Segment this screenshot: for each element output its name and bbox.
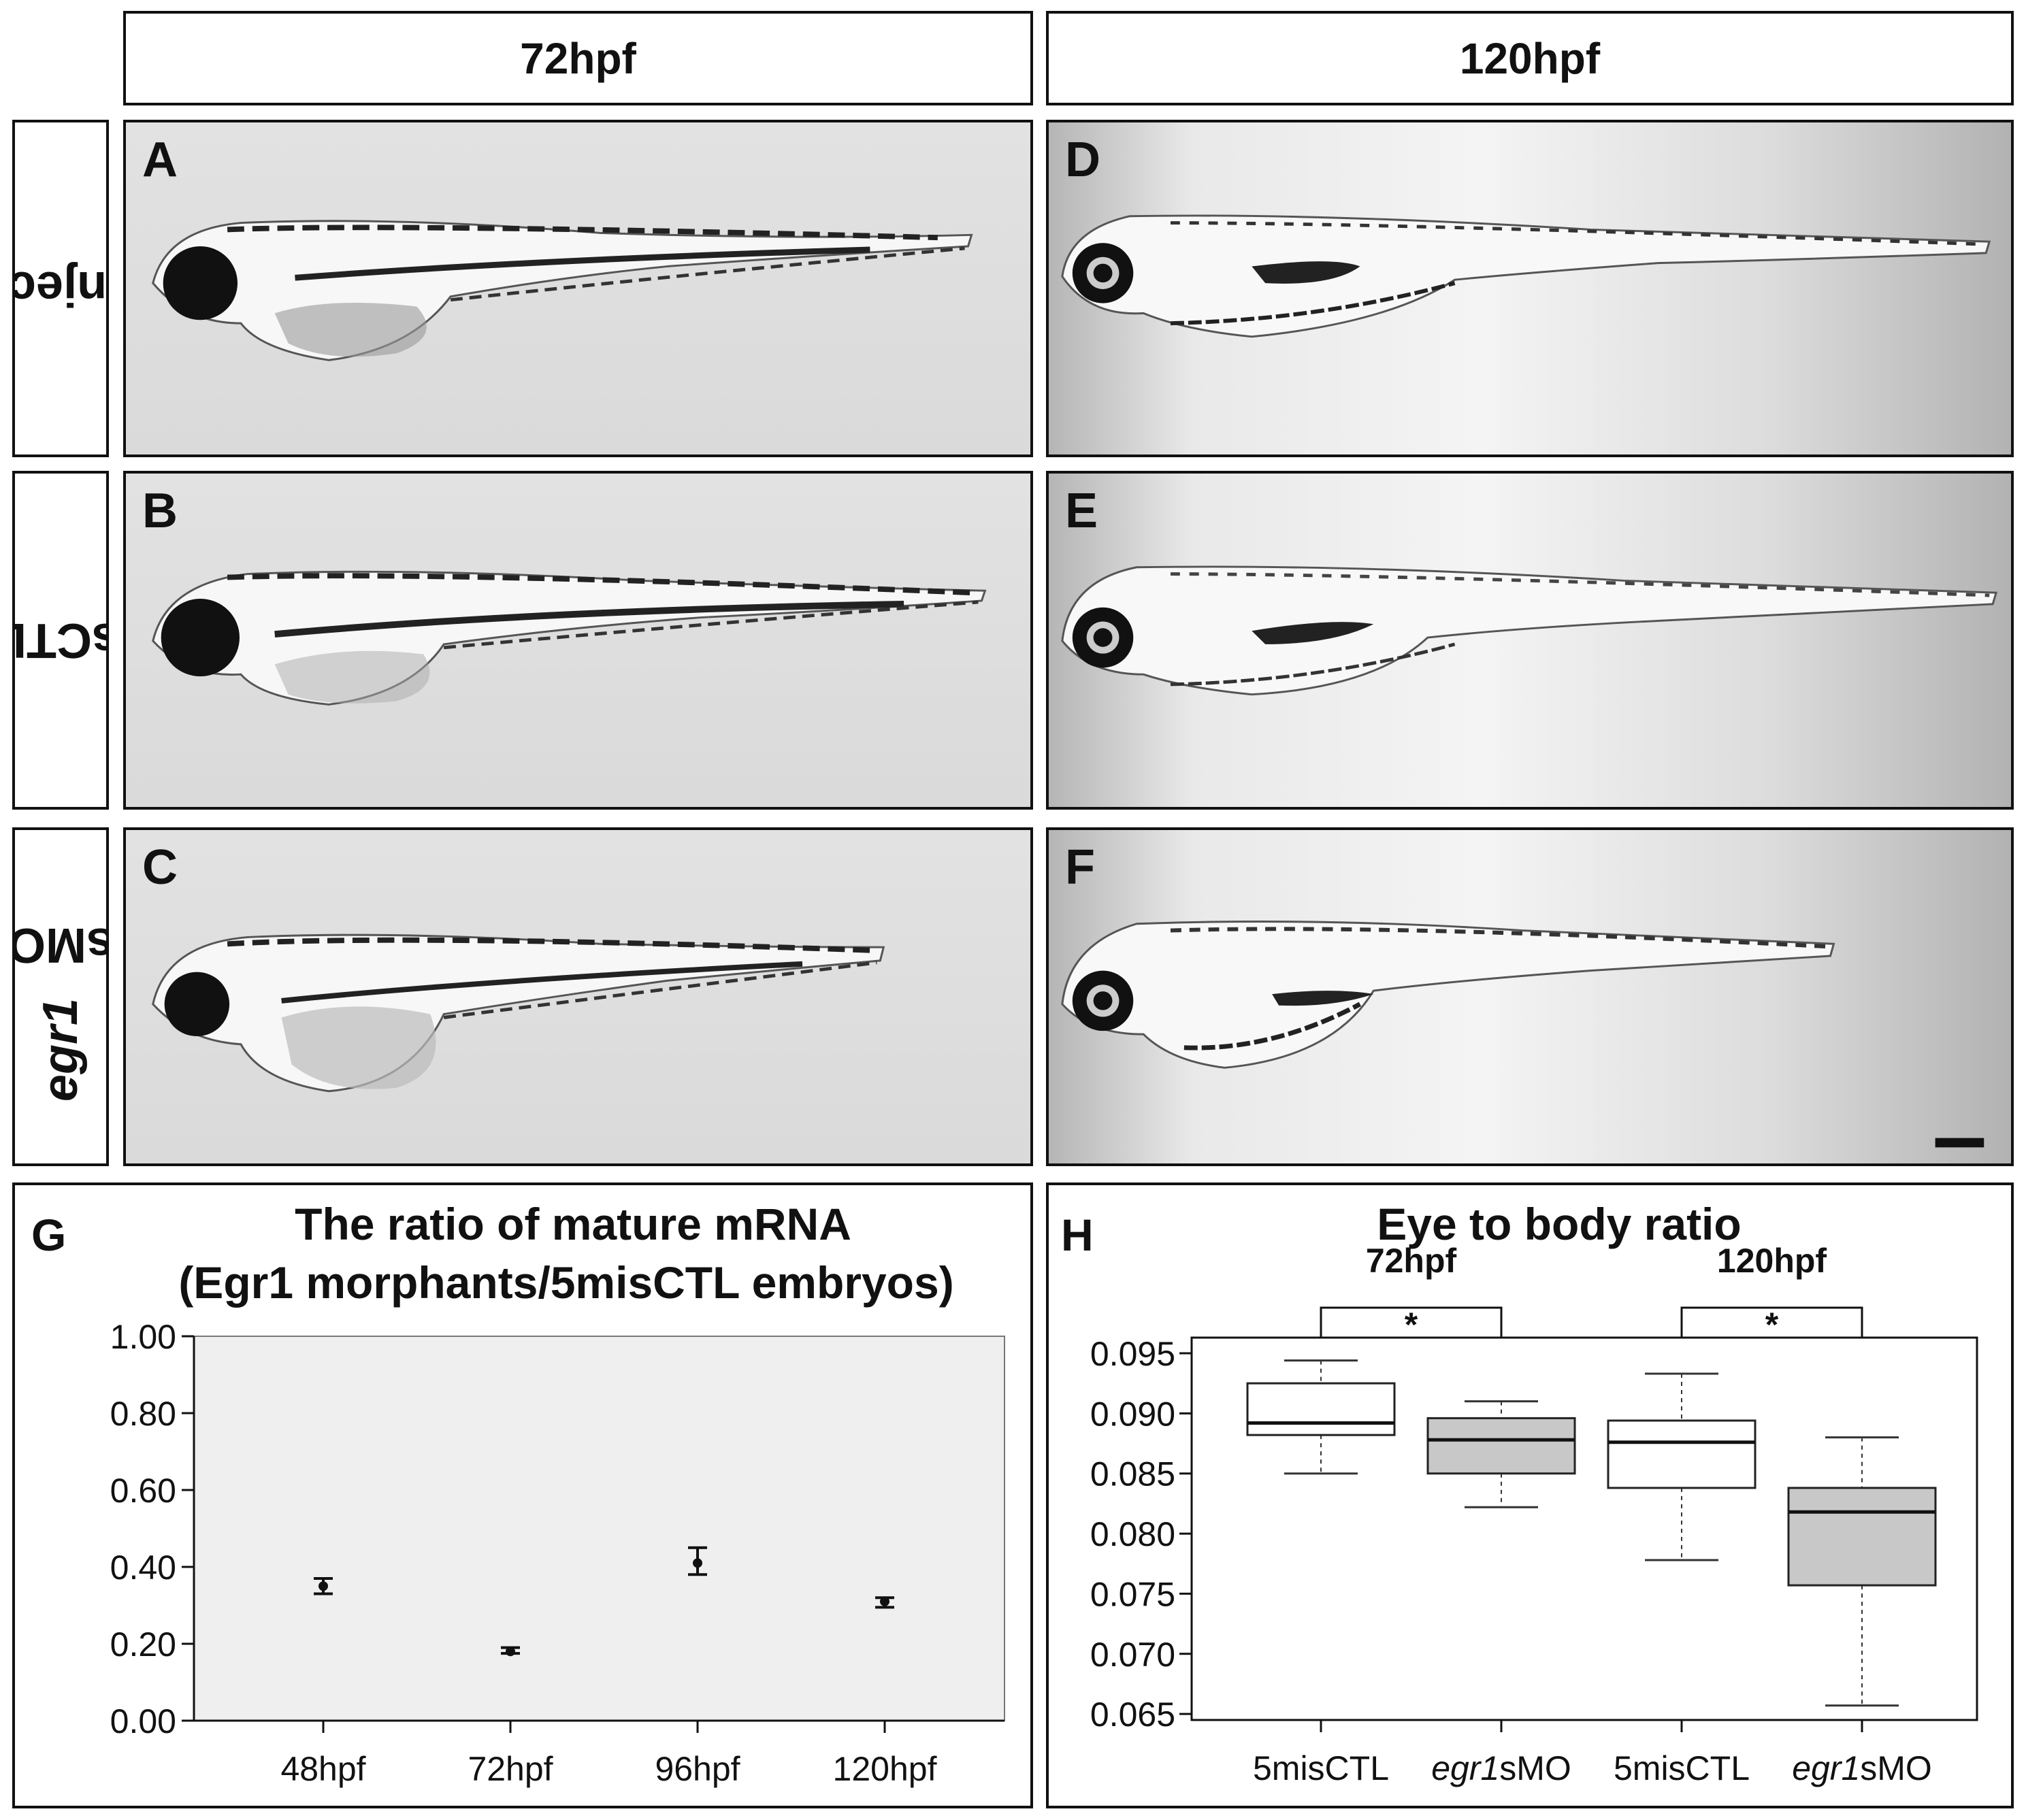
x-tick-label-suffix: 5misCTL (1253, 1749, 1389, 1787)
panel-h-chart: H Eye to body ratio 0.065 0.070 0.075 0.080… (1046, 1182, 2014, 1808)
x-tick-label-italic: egr1 (1431, 1749, 1499, 1787)
y-tick-label: 0.080 (1090, 1515, 1175, 1553)
x-tick-label: 5misCTL (1614, 1749, 1750, 1787)
ratio-chart-svg: G The ratio of mature mRNA (Egr1 morphan… (31, 1199, 1005, 1788)
x-tick-label: 48hpf (280, 1750, 365, 1788)
data-point (693, 1558, 702, 1568)
panel-g-chart: G The ratio of mature mRNA (Egr1 morphan… (12, 1182, 1033, 1808)
x-tick-label-suffix: sMO (1499, 1749, 1571, 1787)
significance-mark: * (1405, 1306, 1418, 1344)
larva-72hpf-5misctlmo-image (152, 570, 987, 706)
larva-72hpf-egr1smo-image (152, 933, 885, 1093)
y-tick-label: 0.095 (1090, 1335, 1175, 1373)
panel-letter: E (1065, 484, 1098, 538)
box-iqr (1426, 1417, 1576, 1475)
x-tick-label: 96hpf (655, 1750, 740, 1788)
column-header-label: 72hpf (520, 33, 636, 83)
row-label-text: Uninjected (12, 261, 108, 316)
panel-letter: F (1065, 840, 1095, 895)
panel-f-image: F (1046, 827, 2014, 1166)
y-tick-label: 0.090 (1090, 1395, 1175, 1433)
x-tick-label-suffix: sMO (1860, 1749, 1932, 1787)
panel-letter: G (31, 1210, 66, 1260)
panel-letter: H (1061, 1210, 1094, 1260)
larva-120hpf-uninjected-image (1061, 214, 1991, 338)
x-tick-label: egr1sMO (1431, 1749, 1571, 1787)
panel-letter: D (1065, 133, 1100, 187)
x-tick-label: egr1sMO (1792, 1749, 1932, 1787)
row-label-text: 5misCTLMO (15, 613, 106, 667)
chart-title: The ratio of mature mRNA (295, 1199, 851, 1249)
row-label-egr1smo: egr1sMO (12, 827, 109, 1166)
column-header-120hpf: 120hpf (1046, 11, 2014, 105)
box-iqr (1607, 1419, 1757, 1489)
panel-letter: B (142, 484, 178, 538)
column-header-label: 120hpf (1459, 33, 1601, 83)
significance-bracket (1680, 1306, 1863, 1338)
box-iqr (1246, 1382, 1396, 1436)
panel-c-image: C (123, 827, 1033, 1166)
y-tick-label: 0.085 (1090, 1455, 1175, 1493)
box-iqr (1787, 1487, 1937, 1587)
significance-bracket (1320, 1306, 1503, 1338)
y-tick-label: 0.60 (110, 1472, 176, 1510)
plot-area (193, 1336, 1005, 1721)
y-tick-label: 0.80 (110, 1395, 176, 1433)
y-tick-label: 0.065 (1090, 1695, 1175, 1734)
panel-d-image: D (1046, 120, 2014, 457)
larva-120hpf-5misctlmo-image (1061, 565, 1998, 696)
panel-letter: C (142, 840, 178, 895)
larva-120hpf-egr1smo-image (1061, 920, 1984, 1148)
x-tick-label-italic: egr1 (1792, 1749, 1860, 1787)
x-tick-label: 120hpf (833, 1750, 937, 1788)
chart-subtitle: (Egr1 morphants/5misCTL embryos) (178, 1257, 953, 1308)
row-label-5misctlmo: 5misCTLMO (12, 471, 109, 810)
y-tick-label: 0.00 (110, 1702, 176, 1740)
x-tick-label: 72hpf (468, 1750, 553, 1788)
panel-e-image: E (1046, 471, 2014, 810)
x-tick-label-suffix: 5misCTL (1614, 1749, 1750, 1787)
row-label-uninjected: Uninjected (12, 120, 109, 457)
scale-bar (1935, 1138, 1984, 1148)
y-tick-label: 1.00 (110, 1318, 176, 1356)
data-point (880, 1596, 889, 1606)
data-point (318, 1581, 328, 1591)
column-header-72hpf: 72hpf (123, 11, 1033, 105)
panel-a-image: A (123, 120, 1033, 457)
significance-mark: * (1765, 1306, 1779, 1344)
y-tick-label: 0.070 (1090, 1636, 1175, 1674)
eye-body-ratio-chart-svg: H Eye to body ratio 0.065 0.070 0.075 0.080… (1061, 1199, 1978, 1787)
chart-title: Eye to body ratio (1377, 1199, 1741, 1249)
group-label: 72hpf (1366, 1242, 1457, 1280)
panel-b-image: B (123, 471, 1033, 810)
row-label-text: egr1sMO (12, 917, 109, 1102)
x-tick-label: 5misCTL (1253, 1749, 1389, 1787)
panel-letter: A (142, 133, 178, 187)
larva-72hpf-uninjected-image (152, 220, 973, 361)
group-label: 120hpf (1717, 1242, 1827, 1280)
y-tick-label: 0.40 (110, 1549, 176, 1587)
y-tick-label: 0.20 (110, 1625, 176, 1664)
data-point (506, 1647, 515, 1657)
y-tick-label: 0.075 (1090, 1575, 1175, 1613)
